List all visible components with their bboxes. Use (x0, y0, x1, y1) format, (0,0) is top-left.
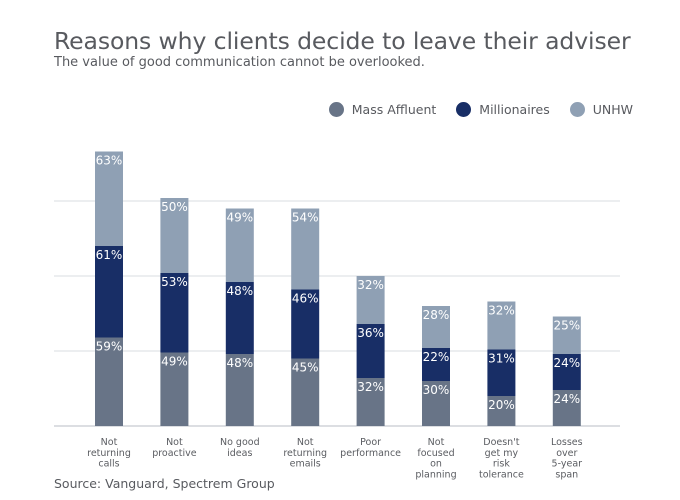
bar-segment (291, 358, 320, 426)
data-label: 48% (226, 284, 253, 298)
legend-swatch-unhw (569, 102, 585, 117)
data-label: 48% (226, 356, 253, 370)
data-label: 61% (96, 248, 123, 262)
data-label: 25% (553, 319, 580, 333)
data-label: 22% (423, 350, 450, 364)
bar-segment (225, 354, 254, 426)
bar-segment (95, 246, 123, 338)
bar-segment (487, 301, 516, 350)
legend-item-millionaires: Millionaires (456, 102, 550, 117)
data-label: 49% (161, 355, 188, 369)
data-label: 63% (96, 154, 123, 168)
bar-segment (487, 396, 516, 426)
data-label: 36% (357, 326, 384, 340)
category-label: Doesn't get my risk tolerance (479, 437, 524, 480)
legend-label-mass-affluent: Mass Affluent (351, 102, 437, 117)
data-label: 24% (553, 392, 580, 406)
data-label: 32% (357, 278, 384, 292)
legend-swatch-mass-affluent (328, 102, 344, 117)
bar-segment (487, 349, 516, 396)
data-label: 20% (488, 398, 515, 412)
bar-segment (552, 316, 581, 354)
data-label: 30% (423, 383, 450, 397)
category-label: Not returning emails (283, 437, 327, 470)
data-label: 53% (161, 275, 188, 289)
source-note: Source: Vanguard, Spectrem Group (54, 476, 275, 491)
data-label: 28% (423, 308, 450, 322)
bar-segment (356, 276, 385, 324)
chart-legend: Mass Affluent Millionaires UNHW (309, 102, 633, 117)
chart-subtitle: The value of good communication cannot b… (54, 55, 425, 70)
category-label: Poor performance (340, 437, 401, 459)
legend-label-unhw: UNHW (592, 102, 633, 117)
bar-segment (160, 352, 189, 426)
data-label: 32% (488, 304, 515, 318)
bar-segment (160, 198, 189, 273)
legend-item-unhw: UNHW (569, 102, 633, 117)
data-label: 59% (96, 340, 123, 354)
bar-segment (422, 306, 450, 348)
category-label: Not returning calls (87, 437, 131, 470)
bar-segment (356, 378, 385, 426)
bar-segment (160, 273, 189, 353)
legend-label-millionaires: Millionaires (479, 102, 550, 117)
data-label: 50% (161, 200, 188, 214)
bar-segment (225, 282, 254, 354)
data-label: 31% (488, 352, 515, 366)
bar-segment (225, 208, 254, 282)
bar-segment (356, 324, 385, 378)
category-label: Losses over 5-year span (551, 437, 583, 480)
data-label: 49% (226, 211, 253, 225)
category-label: Not focused on planning (415, 437, 456, 480)
bar-segment (552, 390, 581, 426)
bar-segment (95, 337, 123, 426)
category-label: No good ideas (220, 437, 260, 459)
data-label: 54% (292, 211, 319, 225)
chart-title: Reasons why clients decide to leave thei… (54, 27, 631, 55)
bar-segment (422, 381, 450, 426)
category-label: Not proactive (152, 437, 197, 459)
data-label: 24% (553, 356, 580, 370)
bar-segment (422, 348, 450, 381)
bar-segment (95, 151, 123, 246)
bar-segment (291, 289, 320, 359)
legend-swatch-millionaires (456, 102, 472, 117)
legend-item-mass-affluent: Mass Affluent (328, 102, 437, 117)
bar-segment (291, 208, 320, 290)
data-label: 46% (292, 292, 319, 306)
data-label: 32% (357, 380, 384, 394)
bar-segment (552, 354, 581, 390)
data-label: 45% (292, 361, 319, 375)
